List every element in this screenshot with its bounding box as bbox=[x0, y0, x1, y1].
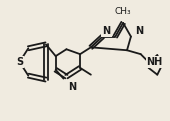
Text: N: N bbox=[103, 26, 110, 36]
Text: S: S bbox=[16, 57, 23, 67]
Text: NH: NH bbox=[147, 57, 163, 67]
Text: CH₃: CH₃ bbox=[115, 7, 131, 16]
Text: N: N bbox=[68, 82, 76, 92]
Text: N: N bbox=[135, 26, 143, 36]
